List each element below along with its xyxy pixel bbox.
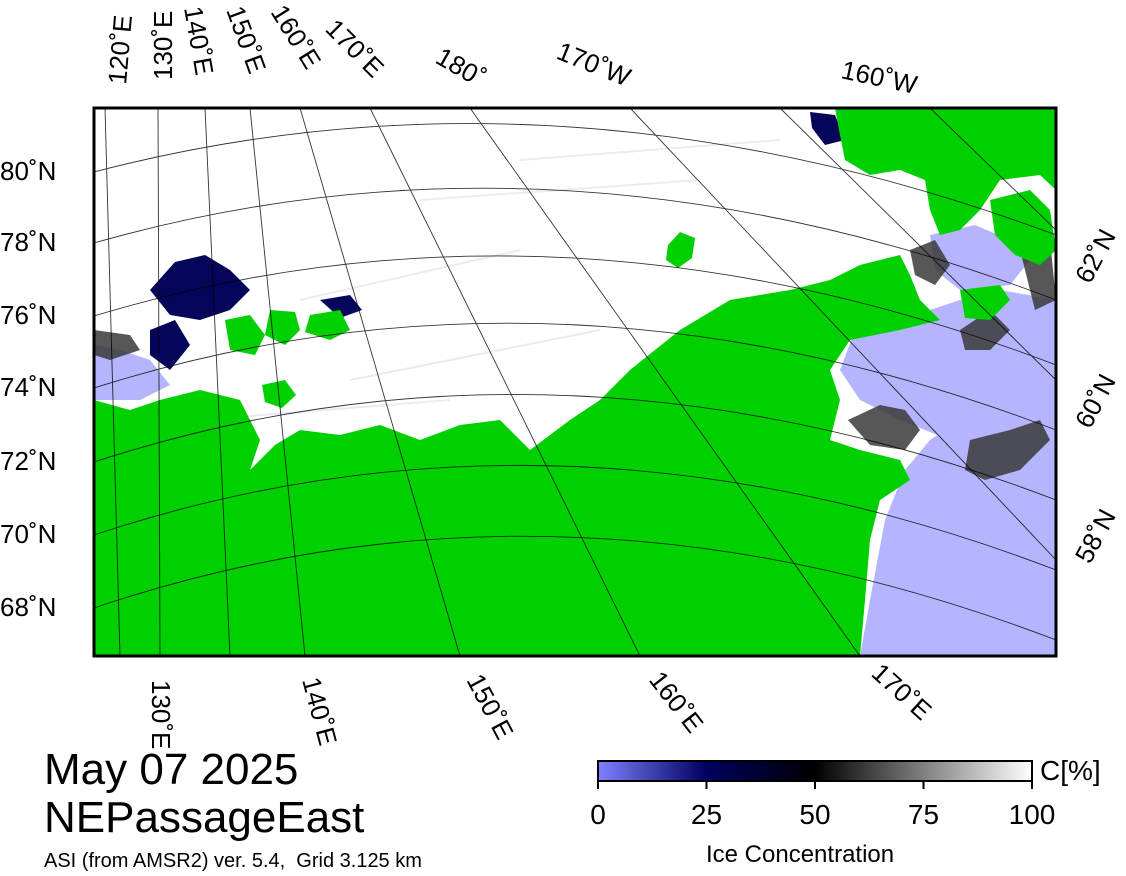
lat-label: 68˚N <box>0 592 56 622</box>
land-siberia <box>94 255 940 656</box>
colorbar-tick-label: 0 <box>590 799 606 830</box>
land-new-siberian-islands <box>225 315 265 355</box>
lon-label-top: 160˚W <box>839 55 921 100</box>
lon-label-top: 120˚E <box>102 14 138 86</box>
lon-label-bottom: 150˚E <box>461 669 520 744</box>
land-alaska <box>835 108 1056 235</box>
lat-label: 80˚N <box>0 156 56 186</box>
low-concentration-ice <box>150 112 845 370</box>
region-name: NEPassageEast <box>44 793 365 842</box>
data-source: ASI (from AMSR2) ver. 5.4, Grid 3.125 km <box>44 850 422 872</box>
map-area <box>94 108 1056 656</box>
lat-label-right: 58˚N <box>1069 504 1122 568</box>
lon-label-top: 180˚ <box>431 41 491 93</box>
lat-label: 76˚N <box>0 300 56 330</box>
colorbar-ticks <box>597 781 1033 789</box>
colorbar-tick-label: 75 <box>907 799 940 830</box>
map-date: May 07 2025 <box>44 745 299 794</box>
land-chukotka-east <box>960 285 1010 320</box>
colorbar-unit: C[%] <box>1040 755 1101 786</box>
lat-label: 78˚N <box>0 227 56 257</box>
colorbar-tick-label: 25 <box>690 799 723 830</box>
lat-label: 72˚N <box>0 446 56 476</box>
land-kotelny <box>265 310 300 345</box>
colorbar-gradient <box>597 760 1033 782</box>
land-wrangel-island <box>666 232 695 268</box>
top-lon-labels: 120˚E 130˚E 140˚E 150˚E 160˚E 170˚E 180˚… <box>102 0 920 100</box>
colorbar-tick-label: 50 <box>799 799 831 830</box>
lon-label-top: 160˚E <box>265 0 327 74</box>
lat-label-right: 62˚N <box>1069 224 1122 288</box>
lon-label-top: 140˚E <box>178 4 220 78</box>
colorbar <box>597 760 1033 789</box>
colorbar-tick-label: 100 <box>1008 799 1056 830</box>
colorbar-title: Ice Concentration <box>706 841 895 868</box>
land-new-siberia <box>305 310 350 340</box>
lon-label-bottom: 170˚E <box>866 657 938 726</box>
land-seward-peninsula <box>990 190 1056 265</box>
bottom-lon-labels: 130˚E 140˚E 150˚E 160˚E 170˚E <box>146 657 938 749</box>
lon-label-bottom: 130˚E <box>146 680 176 749</box>
lon-label-top: 130˚E <box>148 11 178 80</box>
lon-label-bottom: 140˚E <box>296 674 343 749</box>
lat-labels: 80˚N 78˚N 76˚N 74˚N 72˚N 70˚N 68˚N <box>0 156 56 622</box>
right-lat-labels: 62˚N 60˚N 58˚N <box>1069 224 1122 568</box>
lat-label: 70˚N <box>0 519 56 549</box>
lon-label-top: 170˚E <box>320 13 390 83</box>
lon-label-top: 170˚W <box>553 36 636 93</box>
lon-label-bottom: 160˚E <box>643 665 709 738</box>
land-bottom-small-island <box>700 640 745 656</box>
lat-label-right: 60˚N <box>1069 369 1122 433</box>
lon-label-top: 150˚E <box>220 2 272 77</box>
map-frame <box>92 106 1058 658</box>
lat-label: 74˚N <box>0 372 56 402</box>
graticule <box>94 108 1056 656</box>
